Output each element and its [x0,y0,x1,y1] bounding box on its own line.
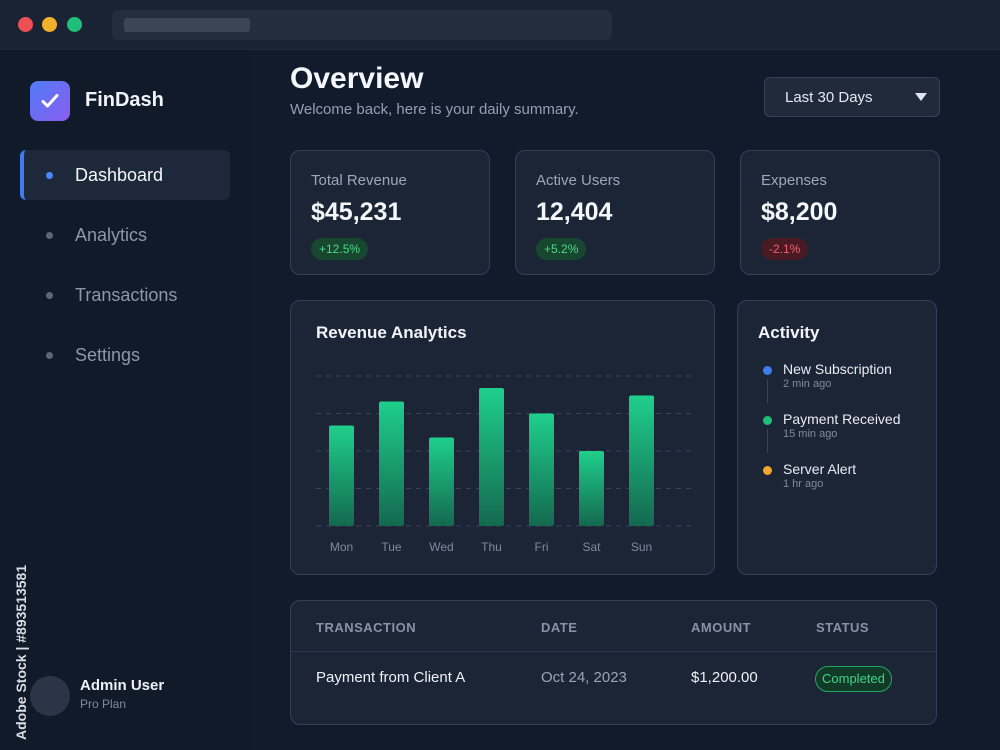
sidebar-item-label: Dashboard [75,164,164,185]
sidebar-item-dashboard[interactable]: Dashboard [20,150,230,200]
timeline-line [767,379,768,403]
revenue-chart-card: Mon Tue Wed Thu Fri Sat Sun Revenue Analytics [290,300,715,575]
activity-item[interactable]: Payment Received 15 min ago [758,411,928,453]
chevron-down-icon [915,93,927,101]
stat-card-revenue: Total Revenue $45,231 +12.5% [290,150,490,275]
minimize-window-button[interactable] [42,17,57,32]
timeline-line [767,429,768,453]
stat-label: Active Users [536,172,621,189]
sidebar-item-label: Transactions [75,284,178,305]
column-header-status[interactable]: STATUS [816,620,870,635]
bullet-icon [46,231,53,239]
page-title: Overview [290,62,424,95]
activity-title: Activity [758,323,820,342]
stat-value: $8,200 [761,198,838,226]
page-subtitle: Welcome back, here is your daily summary… [290,101,579,118]
watermark: Adobe Stock | #893513581 [13,510,33,740]
activity-dot-icon [763,366,772,375]
stat-change-badge: -2.1% [761,238,809,260]
date-range-value: Last 30 Days [785,88,873,106]
address-placeholder [124,18,250,32]
user-name: Admin User [80,677,165,694]
bullet-icon [46,351,53,359]
watermark-text: Adobe Stock | #893513581 [13,564,29,740]
activity-time: 15 min ago [783,428,838,440]
cell-amount: $1,200.00 [691,669,758,686]
activity-name: Server Alert [783,461,857,477]
bar-wed[interactable] [429,437,454,527]
bullet-icon [46,291,53,299]
logo [30,81,70,121]
sidebar-item-analytics[interactable]: Analytics [20,210,230,260]
cell-transaction: Payment from Client A [316,669,466,686]
title-bar [0,0,1000,50]
chart-title: Revenue Analytics [316,323,467,342]
date-range-select[interactable]: Last 30 Days [764,77,940,117]
stat-label: Expenses [761,172,827,189]
x-tick-label: Wed [429,540,453,554]
sidebar-item-transactions[interactable]: Transactions [20,270,230,320]
sidebar-item-label: Analytics [75,224,148,245]
activity-item[interactable]: New Subscription 2 min ago [758,361,928,403]
column-header-date[interactable]: DATE [541,620,578,635]
stat-card-expenses: Expenses $8,200 -2.1% [740,150,940,275]
column-header-transaction[interactable]: TRANSACTION [316,620,417,635]
x-tick-label: Tue [381,540,402,554]
activity-name: New Subscription [783,361,892,377]
activity-item[interactable]: Server Alert 1 hr ago [758,461,928,501]
user-plan: Pro Plan [80,697,127,711]
sidebar-item-settings[interactable]: Settings [20,330,230,380]
x-tick-label: Mon [330,540,353,554]
cell-date: Oct 24, 2023 [541,669,627,686]
x-tick-label: Sat [582,540,601,554]
bar-thu[interactable] [479,388,504,526]
x-tick-label: Sun [631,540,652,554]
brand-name: FinDash [85,89,164,111]
x-tick-label: Fri [535,540,549,554]
address-bar[interactable] [112,10,612,40]
revenue-bar-chart: Mon Tue Wed Thu Fri Sat Sun [316,375,691,554]
close-window-button[interactable] [18,17,33,32]
column-header-amount[interactable]: AMOUNT [691,620,752,635]
table-divider [291,651,936,652]
avatar[interactable] [30,676,70,716]
bar-sun[interactable] [629,395,654,527]
status-badge: Completed [815,666,892,692]
bar-mon[interactable] [329,425,354,527]
transactions-table: TRANSACTION DATE AMOUNT STATUS Payment f… [290,600,937,725]
check-icon [41,94,59,108]
activity-card: Activity New Subscription 2 min ago Paym… [737,300,937,575]
maximize-window-button[interactable] [67,17,82,32]
sidebar: FinDash Dashboard Analytics Transactions… [0,51,250,750]
activity-dot-icon [763,416,772,425]
stat-change-badge: +12.5% [311,238,369,260]
x-tick-label: Thu [481,540,502,554]
bullet-icon [46,171,53,179]
activity-time: 1 hr ago [783,478,824,490]
activity-time: 2 min ago [783,378,832,390]
stat-label: Total Revenue [311,172,407,189]
activity-dot-icon [763,466,772,475]
sidebar-item-label: Settings [75,344,141,365]
bar-tue[interactable] [379,401,404,527]
stat-value: $45,231 [311,198,402,226]
activity-name: Payment Received [783,411,901,427]
bar-sat[interactable] [579,451,604,526]
bar-fri[interactable] [529,413,554,527]
stat-change-badge: +5.2% [536,238,587,260]
stat-value: 12,404 [536,198,613,226]
stat-card-users: Active Users 12,404 +5.2% [515,150,715,275]
